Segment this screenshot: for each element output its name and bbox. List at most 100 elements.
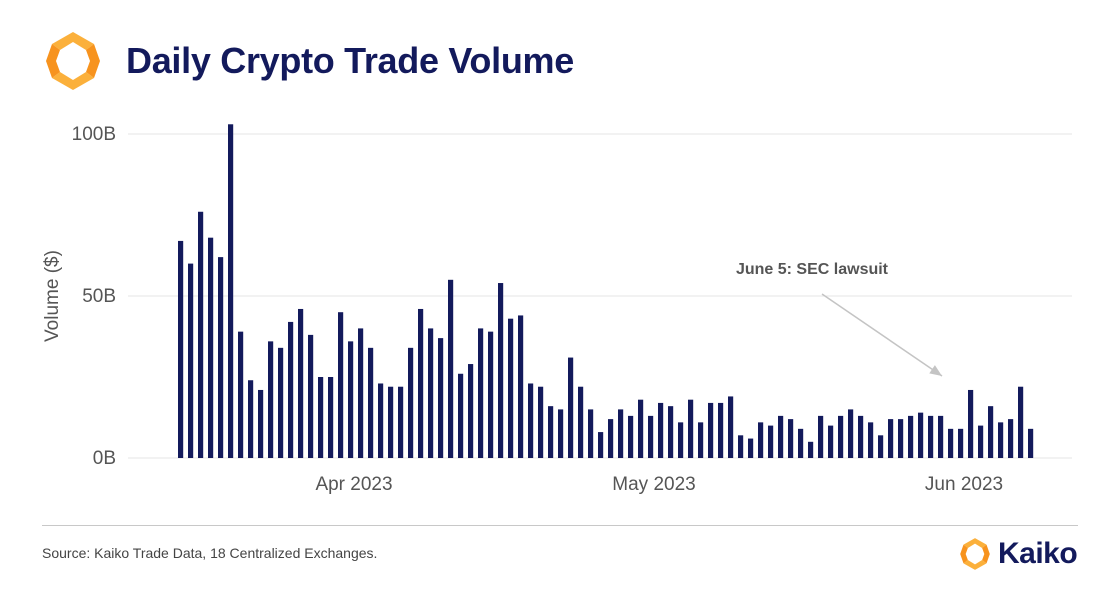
bar — [618, 409, 624, 458]
bar — [558, 409, 564, 458]
x-tick-label: Apr 2023 — [315, 474, 392, 495]
bar — [808, 441, 814, 458]
bar — [268, 341, 274, 458]
bar — [218, 257, 224, 458]
bar — [788, 419, 794, 458]
bar — [848, 409, 854, 458]
bar — [468, 364, 474, 458]
bar — [308, 334, 314, 458]
bar — [508, 318, 514, 458]
bar — [698, 422, 704, 458]
bar — [1028, 428, 1034, 458]
bar — [518, 315, 524, 458]
bar — [388, 386, 394, 458]
bar — [878, 435, 884, 458]
bar — [368, 347, 374, 458]
x-tick-label: May 2023 — [612, 474, 695, 495]
bar — [458, 373, 464, 458]
bar — [488, 331, 494, 458]
bar — [978, 425, 984, 458]
bar — [948, 428, 954, 458]
bar — [448, 279, 454, 458]
bar — [998, 422, 1004, 458]
kaiko-logo-icon — [46, 32, 100, 90]
bar — [438, 338, 444, 458]
kaiko-brand-icon — [960, 538, 990, 570]
bar — [398, 386, 404, 458]
annotation-label: June 5: SEC lawsuit — [736, 261, 889, 278]
bar — [728, 396, 734, 458]
bar — [958, 428, 964, 458]
bar — [708, 402, 714, 458]
bar — [658, 402, 664, 458]
bar — [188, 263, 194, 458]
bar — [278, 347, 284, 458]
bar — [738, 435, 744, 458]
bar — [248, 380, 254, 458]
bar — [798, 428, 804, 458]
bar — [858, 415, 864, 458]
bar — [498, 283, 504, 458]
bar — [208, 237, 214, 458]
bar — [478, 328, 484, 458]
bar — [648, 415, 654, 458]
bar — [358, 328, 364, 458]
bar — [328, 377, 334, 458]
bar — [688, 399, 694, 458]
y-tick-label: 100B — [72, 124, 116, 145]
chart-header: Daily Crypto Trade Volume — [42, 30, 574, 92]
bar — [888, 419, 894, 458]
bar — [928, 415, 934, 458]
bar — [758, 422, 764, 458]
annotation-arrowhead — [929, 365, 942, 376]
bar — [258, 389, 264, 458]
brand-name: Kaiko — [998, 537, 1078, 570]
bar — [588, 409, 594, 458]
bar — [1008, 419, 1014, 458]
bar — [1018, 386, 1024, 458]
y-axis-label: Volume ($) — [42, 250, 63, 342]
bar — [938, 415, 944, 458]
y-tick-label: 50B — [82, 286, 116, 307]
bar — [778, 415, 784, 458]
bar-chart: 0B 50B 100B Volume ($) Apr 2023 May 2023 Jun 2… — [42, 124, 1072, 495]
bar — [528, 383, 534, 458]
bar — [668, 406, 674, 458]
bar — [288, 321, 294, 458]
bar — [408, 347, 414, 458]
chart-title: Daily Crypto Trade Volume — [126, 40, 574, 81]
source-note: Source: Kaiko Trade Data, 18 Centralized… — [42, 545, 378, 561]
bar — [918, 412, 924, 458]
y-tick-label: 0B — [93, 448, 116, 469]
bar — [228, 124, 234, 458]
bar — [638, 399, 644, 458]
bar — [868, 422, 874, 458]
annotation-arrow — [821, 293, 943, 377]
bar — [198, 211, 204, 458]
bar — [238, 331, 244, 458]
bar — [768, 425, 774, 458]
bar — [748, 438, 754, 458]
bar — [718, 402, 724, 458]
bar — [968, 389, 974, 458]
bar — [578, 386, 584, 458]
bar — [318, 377, 324, 458]
bar — [908, 415, 914, 458]
brand-footer: Kaiko — [958, 534, 1078, 574]
bar — [428, 328, 434, 458]
bar — [568, 357, 574, 458]
bar — [418, 308, 424, 458]
bar — [828, 425, 834, 458]
footer-divider — [42, 525, 1078, 526]
bar — [298, 308, 304, 458]
x-tick-label: Jun 2023 — [925, 474, 1003, 495]
bar — [178, 240, 184, 458]
bar — [378, 383, 384, 458]
bar — [608, 419, 614, 458]
bar — [548, 406, 554, 458]
bar — [628, 415, 634, 458]
bar — [838, 415, 844, 458]
bar — [338, 312, 344, 458]
bar — [348, 341, 354, 458]
bar — [898, 419, 904, 458]
